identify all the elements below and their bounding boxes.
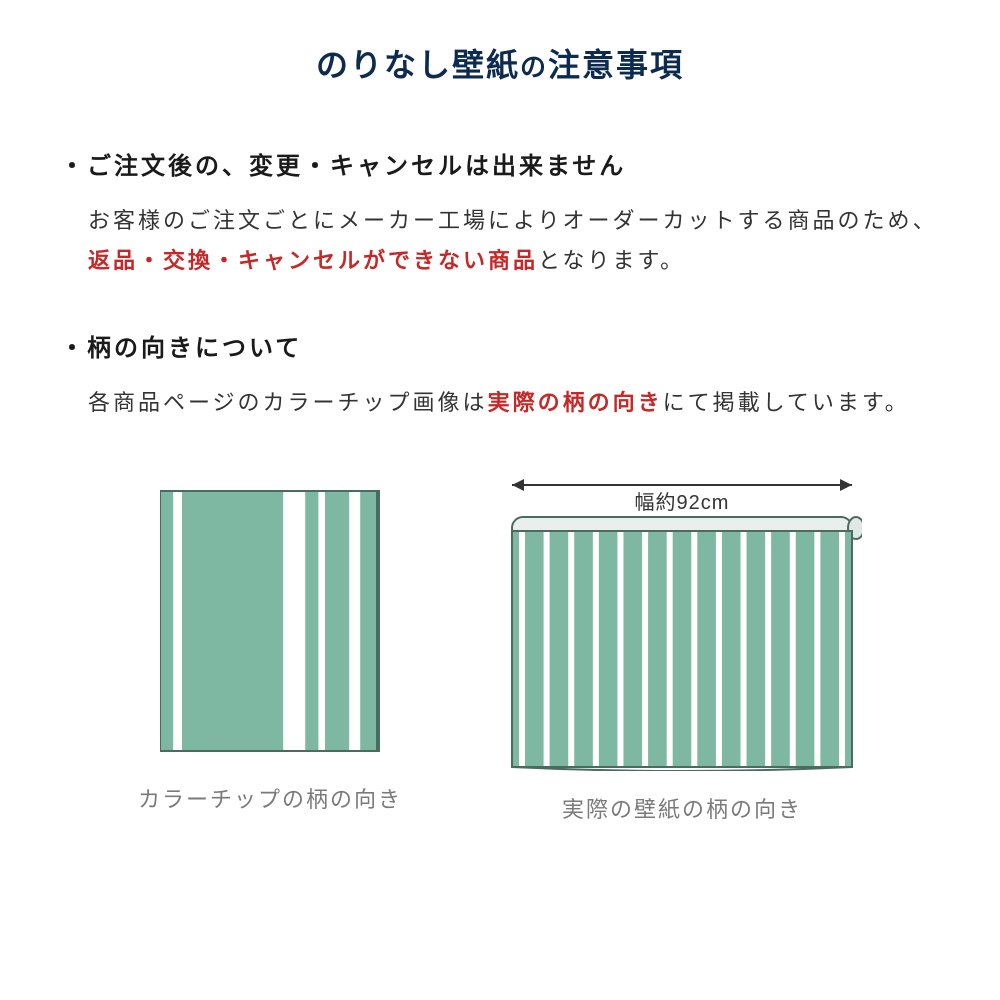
- diagrams-row: カラーチップの柄の向き 幅約92cm 実際の壁紙の柄の向き: [60, 471, 940, 824]
- section1-body-pre: お客様のご注文ごとにメーカー工場によりオーダーカットする商品のため、: [88, 208, 938, 233]
- section2-body: 各商品ページのカラーチップ画像は実際の柄の向きにて掲載しています。: [88, 383, 940, 423]
- page-title: のりなし壁紙の注意事項: [60, 40, 940, 86]
- diagram-left: カラーチップの柄の向き: [138, 471, 402, 824]
- title-particle: の: [520, 52, 548, 82]
- diagram-left-caption: カラーチップの柄の向き: [138, 782, 402, 814]
- diagram-right-caption: 実際の壁紙の柄の向き: [502, 792, 862, 824]
- section2-body-highlight: 実際の柄の向き: [488, 390, 663, 415]
- title-main: のりなし壁紙: [316, 47, 520, 83]
- title-suffix: 注意事項: [548, 47, 684, 83]
- color-chip-illustration: [160, 471, 380, 761]
- wallpaper-roll-illustration: 幅約92cm: [502, 471, 862, 771]
- svg-text:幅約92cm: 幅約92cm: [635, 491, 730, 514]
- section1-heading: ・ご注文後の、変更・キャンセルは出来ません: [60, 146, 940, 181]
- section2-body-post: にて掲載しています。: [663, 390, 910, 415]
- section1-body-highlight: 返品・交換・キャンセルができない商品: [88, 248, 538, 273]
- section1-body-post: となります。: [538, 248, 685, 273]
- diagram-right: 幅約92cm 実際の壁紙の柄の向き: [502, 471, 862, 824]
- section2-heading: ・柄の向きについて: [60, 328, 940, 363]
- section1-body: お客様のご注文ごとにメーカー工場によりオーダーカットする商品のため、返品・交換・…: [88, 201, 940, 280]
- section2-body-pre: 各商品ページのカラーチップ画像は: [88, 390, 488, 415]
